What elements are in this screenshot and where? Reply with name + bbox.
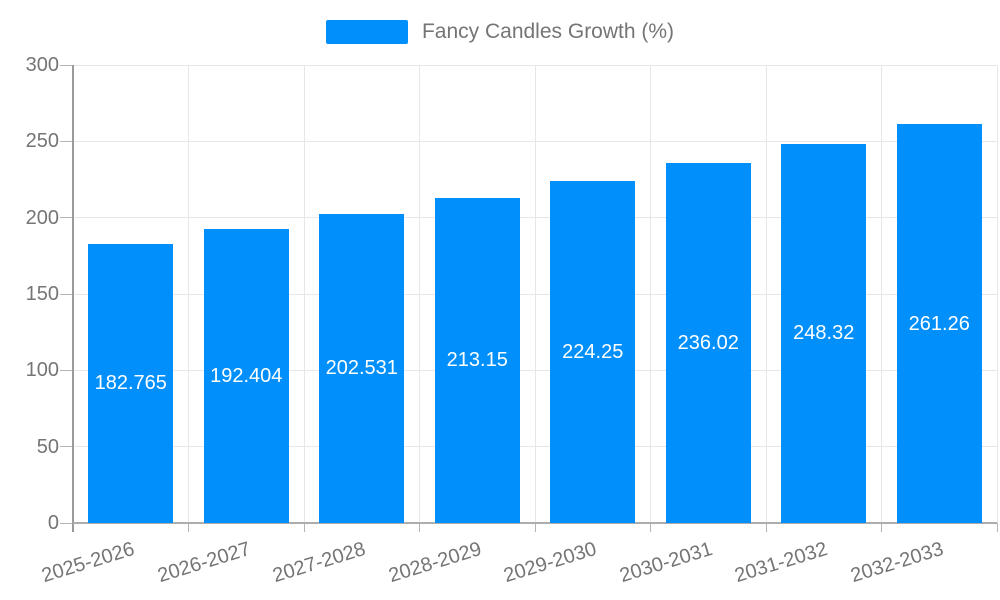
bar-value-label: 224.25 — [562, 340, 624, 363]
y-axis-label: 100 — [25, 359, 59, 382]
y-axis-tick — [60, 369, 73, 371]
x-gridline — [765, 65, 767, 523]
legend-swatch-icon — [325, 20, 408, 44]
bar-value-label: 248.32 — [793, 322, 855, 345]
x-axis-tick — [188, 523, 189, 532]
bar[interactable] — [434, 197, 520, 523]
bar[interactable] — [319, 213, 405, 523]
y-axis-label: 150 — [25, 283, 59, 305]
bar[interactable] — [550, 180, 636, 523]
x-axis-label: 2029-2030 — [501, 538, 600, 588]
bar[interactable] — [781, 143, 867, 523]
y-axis-tick — [60, 64, 73, 66]
bar[interactable] — [665, 162, 751, 523]
bar-value-label: 202.531 — [325, 357, 398, 380]
x-axis-line — [73, 522, 997, 524]
y-axis-tick — [60, 217, 73, 219]
x-gridline — [419, 65, 420, 523]
x-gridline — [188, 65, 189, 523]
chart-legend[interactable]: Fancy Candles Growth (%) — [0, 20, 1000, 44]
x-gridline — [881, 65, 882, 523]
x-axis-label: 2032-2033 — [847, 538, 946, 588]
x-gridline — [303, 65, 305, 523]
y-axis-label: 50 — [36, 435, 59, 458]
x-axis-label: 2031-2032 — [732, 538, 831, 588]
bar[interactable] — [203, 229, 289, 523]
x-axis-tick — [765, 523, 767, 532]
x-gridline — [650, 65, 651, 523]
bar[interactable] — [896, 124, 982, 523]
bar-value-label: 192.404 — [210, 365, 283, 388]
x-axis-tick — [303, 523, 305, 532]
y-axis-tick — [60, 446, 73, 448]
bar[interactable] — [88, 243, 174, 523]
y-axis-label: 0 — [47, 512, 59, 534]
y-axis-tick — [60, 140, 73, 142]
y-axis-label: 250 — [25, 130, 59, 153]
x-axis-tick — [881, 523, 882, 532]
x-gridline — [996, 65, 998, 523]
legend-label: Fancy Candles Growth (%) — [421, 20, 675, 43]
x-gridline — [534, 65, 536, 523]
bar-value-label: 182.765 — [94, 372, 167, 395]
y-axis-label: 300 — [25, 54, 59, 76]
bar-value-label: 236.02 — [677, 331, 739, 354]
x-axis-label: 2025-2026 — [39, 538, 138, 588]
y-axis-label: 200 — [25, 206, 59, 229]
x-axis-tick — [996, 523, 998, 532]
y-axis-tick — [60, 293, 73, 295]
x-axis-label: 2030-2031 — [616, 538, 715, 588]
x-axis-label: 2027-2028 — [270, 538, 369, 588]
x-axis-label: 2026-2027 — [154, 538, 253, 588]
bar-value-label: 261.26 — [908, 312, 970, 335]
y-axis-tick — [60, 522, 73, 524]
bar-value-label: 213.15 — [446, 349, 508, 372]
x-axis-tick — [650, 523, 651, 532]
x-axis-label: 2028-2029 — [385, 538, 484, 588]
y-axis-line — [72, 65, 74, 532]
x-axis-tick — [534, 523, 536, 532]
x-axis-tick — [419, 523, 420, 532]
